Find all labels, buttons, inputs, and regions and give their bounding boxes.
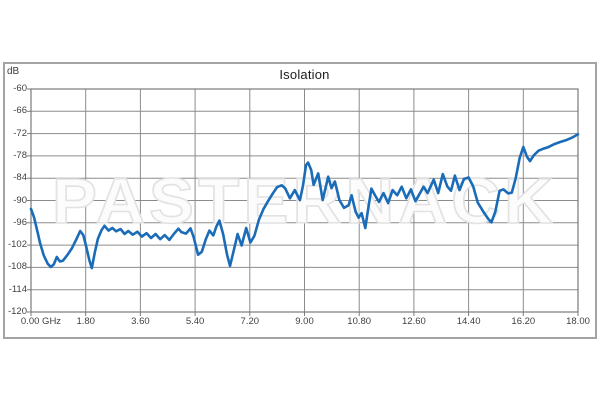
series-line-isolation: [29, 133, 580, 270]
x-tick-label: 16.20: [511, 316, 536, 327]
y-tick-label: -66: [13, 105, 27, 117]
y-tick-label: -60: [13, 83, 27, 94]
x-tick-label: 12.60: [402, 316, 426, 327]
x-tick-label: 3.60: [131, 316, 150, 327]
y-tick-label: -120: [7, 306, 27, 317]
y-tick-label: -96: [13, 216, 27, 228]
x-tick-label: 1.80: [76, 316, 95, 327]
watermark: PASTERNACK: [52, 165, 557, 237]
y-tick-label: -84: [13, 172, 27, 184]
x-tick-label: 0.00 GHz: [20, 316, 62, 327]
x-tick-label: 5.40: [185, 316, 205, 327]
y-tick-label: -102: [7, 239, 27, 251]
y-tick-label: -108: [7, 261, 27, 273]
x-tick-label: 10.80: [347, 316, 372, 327]
y-tick-label: -72: [13, 127, 27, 139]
plot-border: [30, 88, 579, 313]
x-tick-label: 18.00: [566, 316, 590, 327]
x-tick-label: 14.40: [456, 316, 481, 327]
y-tick-label: -90: [13, 194, 27, 206]
x-tick-label: 7.20: [240, 316, 260, 327]
x-tick-label: 9.00: [295, 316, 314, 327]
chart-title: Isolation: [279, 67, 330, 82]
y-tick-label: -114: [8, 283, 27, 295]
y-axis-unit-label: dB: [7, 66, 20, 77]
y-tick-label: -78: [13, 149, 27, 161]
